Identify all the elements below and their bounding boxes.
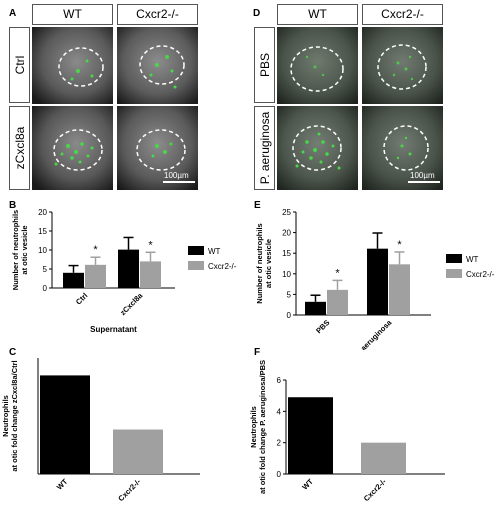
significance-marker: * [148,239,153,251]
chart-b: 0 5 10 15 20 Number of neutrophils at otic ves… [11,208,237,334]
panel-d-scale-label: 100µm [410,171,435,180]
y-tick-label: 5 [43,265,48,274]
legend-swatch [188,246,204,255]
y-tick-label: 15 [38,227,47,236]
legend-swatch [188,261,204,270]
y-tick-label: 25 [282,208,291,217]
significance-marker: * [93,244,98,256]
y-axis-label: at otic fold change P. aeruginosa/PBS [258,360,267,494]
chart-f: 0 2 4 6 Neutrophils at otic fold change P. ae… [249,360,445,503]
legend-label: WT [208,247,221,256]
micrograph-a-cxcr2-zcxcl8a [117,106,198,190]
y-axis-label: at otic vesicle [264,239,273,288]
bar-cxcr2 [85,264,106,288]
panel-e-label: E [254,200,261,211]
legend-swatch [446,254,462,263]
micrograph-d-cxcr2-pbs [362,27,443,104]
y-tick-label: 0 [287,311,292,320]
bar-wt [288,397,333,474]
legend-label: Cxcr2-/- [208,262,237,271]
panel-f-label: F [254,347,261,358]
x-tick-label: Ctrl [74,291,90,307]
micrograph-a-wt-zcxcl8a [32,106,113,190]
y-axis-label: Number of neutrophils [255,223,264,303]
otic-vesicle-outline [58,47,104,87]
y-tick-label: 10 [38,246,47,255]
x-tick-label: WT [300,477,315,492]
bar-wt [305,301,326,315]
x-tick-label: zCxcl8a [118,290,145,317]
panel-d-row-pbs: PBS [254,27,275,103]
legend-label: WT [466,255,479,264]
y-tick-label: 0 [43,284,48,293]
y-tick-label: 4 [277,407,282,416]
panel-c-label: C [9,347,17,358]
panel-a-col-cxcr2: Cxcr2-/- [117,4,198,25]
otic-vesicle-outline [290,46,344,92]
y-tick-label: 20 [38,208,47,217]
panel-d-col-cxcr2: Cxcr2-/- [362,4,443,25]
bar-cxcr2 [327,289,348,315]
significance-marker: * [335,267,340,279]
bar-wt [40,375,90,474]
y-axis-label: Neutrophils [249,406,258,448]
y-axis-label: Number of neutrophils [11,210,20,290]
panel-a-row-zcxcl8a: zCxcl8a [9,106,30,190]
panel-a-label: A [9,8,17,19]
otic-vesicle-outline [136,129,186,171]
y-tick-label: 5 [287,290,292,299]
x-tick-label: WT [55,477,70,492]
y-axis-label: at otic fold change zCxcl8a/Ctrl [10,360,19,471]
bar-wt [367,248,388,315]
otic-vesicle-outline [383,125,429,171]
y-tick-label: 0 [277,470,282,479]
legend-swatch [446,269,462,278]
y-axis-label: Neutrophils [1,395,10,437]
otic-vesicle-outline [139,45,185,85]
otic-vesicle-outline [377,44,427,90]
bar-cxcr2 [361,442,406,474]
y-tick-label: 20 [282,229,291,238]
otic-vesicle-outline [53,129,103,171]
bar-cxcr2 [140,261,161,288]
micrograph-d-wt-paeruginosa [277,106,358,190]
otic-vesicle-outline [292,125,342,171]
y-tick-label: 2 [277,439,282,448]
significance-marker: * [397,239,402,251]
panel-a-scale-label: 100µm [164,171,189,180]
bar-wt [118,249,139,288]
x-axis-label: Supernatant [90,325,137,334]
panel-a-row-ctrl: Ctrl [9,27,30,103]
micrograph-a-cxcr2-ctrl [117,27,198,104]
x-tick-label: Cxcr2-/- [116,477,142,503]
panel-d-col-wt: WT [277,4,358,25]
chart-c: Neutrophils at otic fold change zCxcl8a/C… [1,358,200,503]
panel-a-col-wt: WT [32,4,113,25]
micrograph-a-wt-ctrl [32,27,113,104]
y-tick-label: 6 [277,376,282,385]
x-tick-label: P. aeruginosa [353,317,394,350]
chart-e: 0 5 10 15 20 25 Number of neutrophils at otic v… [255,208,495,350]
bar-cxcr2 [113,429,163,474]
micrograph-d-cxcr2-paeruginosa [362,106,443,190]
bar-wt [63,272,84,288]
bar-cxcr2 [389,264,410,315]
x-tick-label: Cxcr2-/- [362,477,388,503]
y-tick-label: 10 [282,270,291,279]
legend-label: Cxcr2-/- [466,270,495,279]
panel-b-label: B [9,200,17,211]
panel-d-label: D [253,8,261,19]
y-tick-label: 15 [282,249,291,258]
micrograph-d-wt-pbs [277,27,358,104]
x-tick-label: PBS [314,318,331,335]
y-axis-label: at otic vesicle [20,225,29,274]
panel-d-row-paeruginosa: P. aeruginosa [254,106,275,190]
